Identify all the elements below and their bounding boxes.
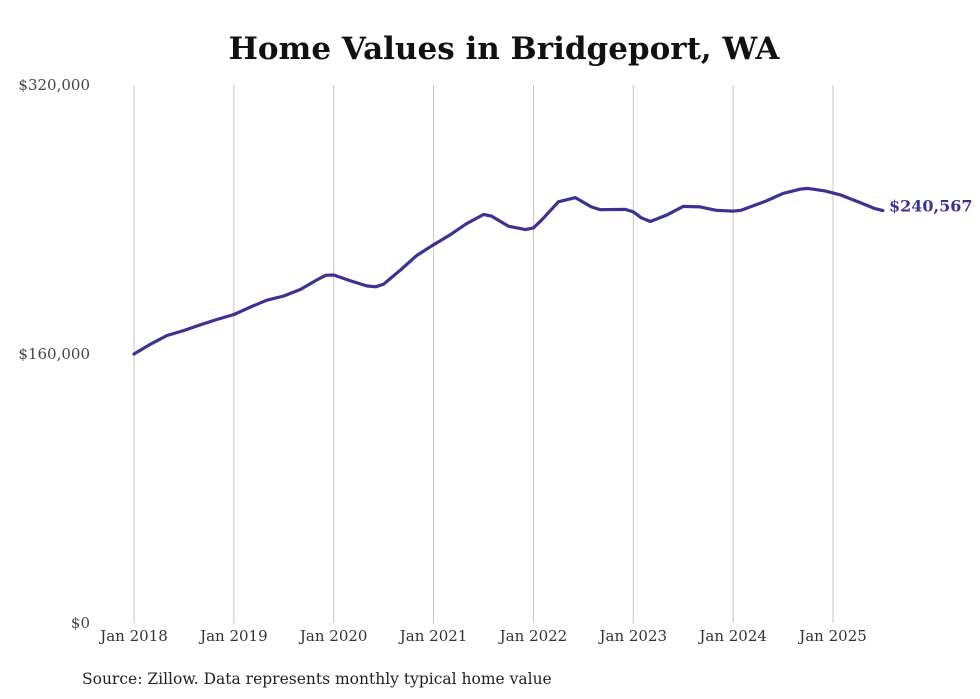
- x-tick-label: Jan 2018: [98, 627, 168, 645]
- x-axis-labels: Jan 2018 Jan 2019 Jan 2020 Jan 2021 Jan 2022…: [98, 627, 867, 645]
- x-tick-label: Jan 2022: [498, 627, 568, 645]
- x-tick-label: Jan 2023: [598, 627, 668, 645]
- x-tick-label: Jan 2021: [398, 627, 468, 645]
- y-tick-label: $160,000: [18, 345, 90, 363]
- chart-title: Home Values in Bridgeport, WA: [229, 31, 781, 67]
- x-tick-label: Jan 2025: [797, 627, 867, 645]
- x-tick-label: Jan 2024: [697, 627, 767, 645]
- gridlines: [133, 85, 834, 623]
- y-tick-label: $320,000: [18, 76, 90, 94]
- source-note: Source: Zillow. Data represents monthly …: [82, 670, 552, 688]
- home-value-line: [132, 186, 885, 356]
- y-axis-labels: $0 $160,000 $320,000: [18, 76, 90, 632]
- x-tick-label: Jan 2019: [198, 627, 268, 645]
- x-tick-label: Jan 2020: [298, 627, 368, 645]
- y-tick-label: $0: [71, 614, 90, 632]
- latest-value-label: $240,567: [889, 197, 973, 216]
